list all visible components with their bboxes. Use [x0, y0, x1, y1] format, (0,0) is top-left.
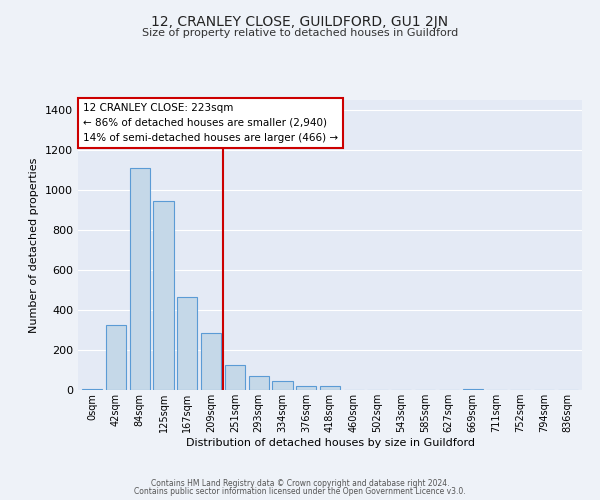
Bar: [225, 365, 245, 390]
Bar: [130, 168, 150, 390]
Y-axis label: Number of detached properties: Number of detached properties: [29, 158, 40, 332]
Text: Contains public sector information licensed under the Open Government Licence v3: Contains public sector information licen…: [134, 487, 466, 496]
Bar: [201, 333, 221, 390]
Bar: [177, 297, 197, 390]
Bar: [463, 389, 483, 390]
Text: Size of property relative to detached houses in Guildford: Size of property relative to detached ho…: [142, 28, 458, 38]
Bar: [82, 389, 103, 390]
Text: 12, CRANLEY CLOSE, GUILDFORD, GU1 2JN: 12, CRANLEY CLOSE, GUILDFORD, GU1 2JN: [151, 15, 449, 29]
Bar: [106, 325, 126, 390]
Bar: [154, 201, 173, 390]
Bar: [296, 386, 316, 390]
X-axis label: Distribution of detached houses by size in Guildford: Distribution of detached houses by size …: [185, 438, 475, 448]
Text: Contains HM Land Registry data © Crown copyright and database right 2024.: Contains HM Land Registry data © Crown c…: [151, 478, 449, 488]
Bar: [272, 381, 293, 390]
Bar: [320, 386, 340, 390]
Bar: [248, 376, 269, 390]
Text: 12 CRANLEY CLOSE: 223sqm
← 86% of detached houses are smaller (2,940)
14% of sem: 12 CRANLEY CLOSE: 223sqm ← 86% of detach…: [83, 103, 338, 142]
